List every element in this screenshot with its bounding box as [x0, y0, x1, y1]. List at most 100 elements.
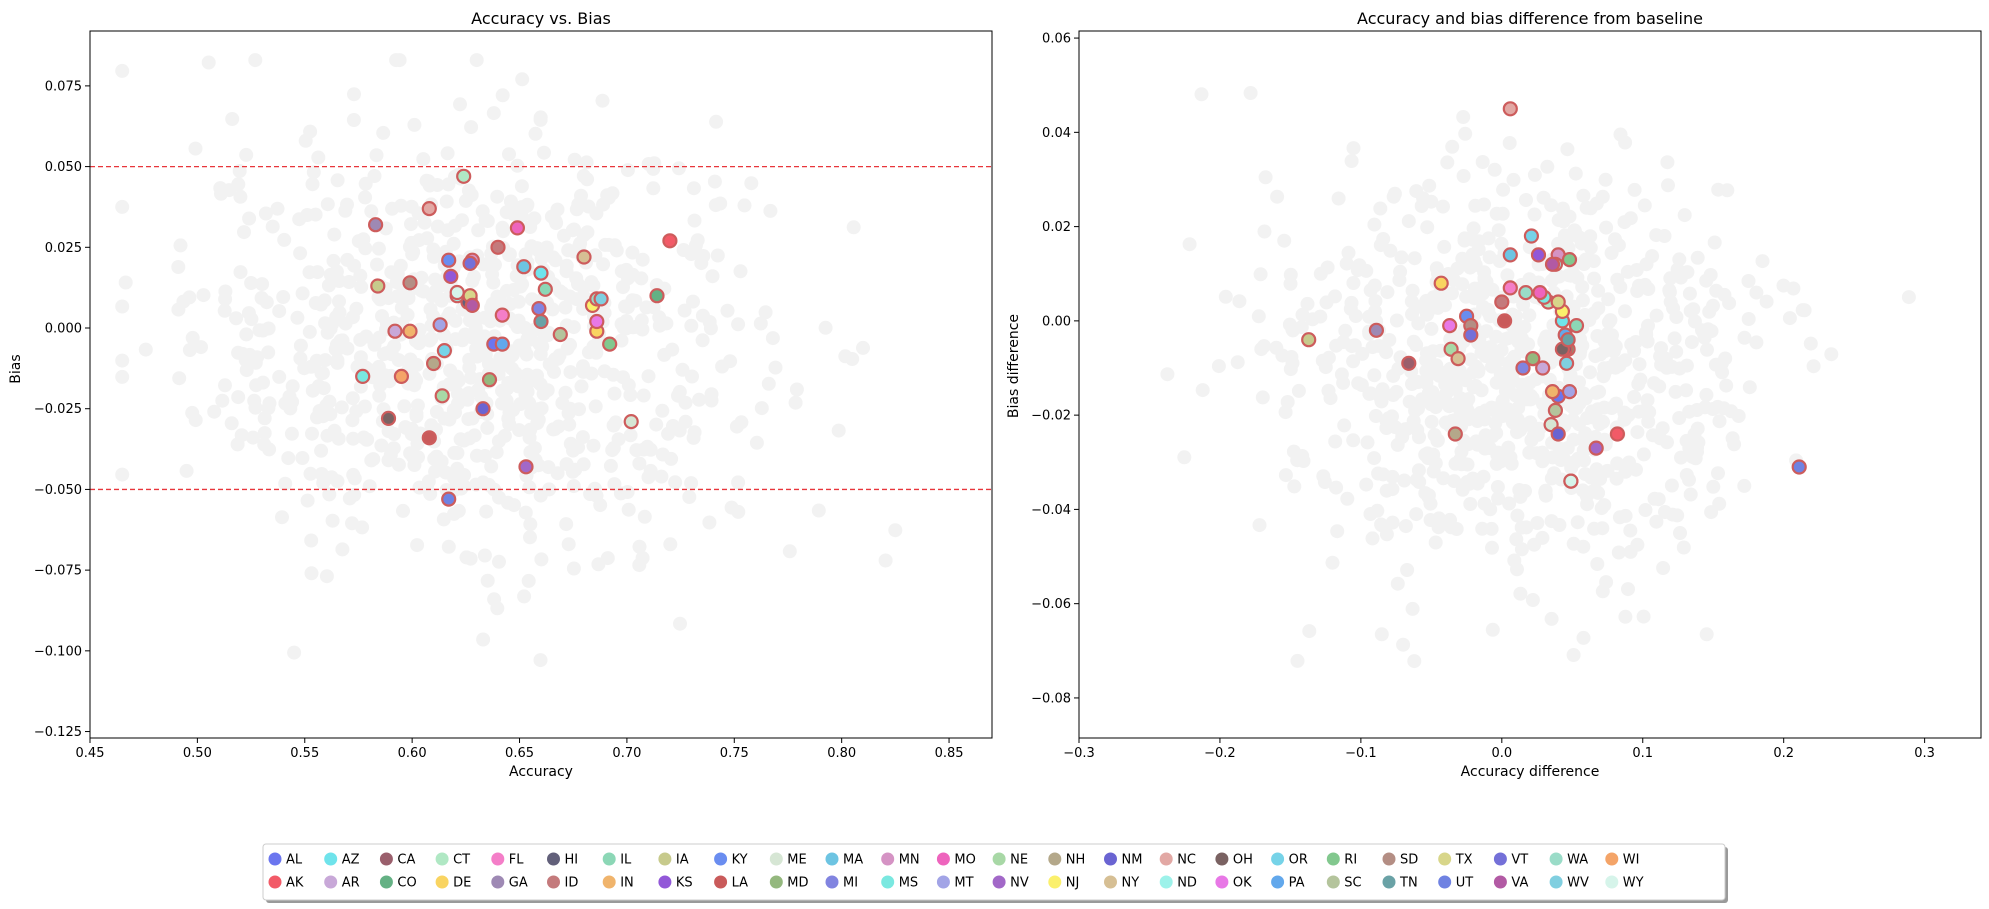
- background-point: [695, 333, 710, 348]
- background-point: [345, 310, 360, 325]
- background-point: [1283, 362, 1298, 377]
- background-point: [1636, 609, 1651, 624]
- background-point: [1232, 294, 1247, 309]
- background-point: [536, 386, 551, 401]
- background-point: [1591, 283, 1606, 298]
- background-point: [782, 544, 797, 559]
- legend-label-vt: VT: [1511, 853, 1528, 868]
- background-point: [1409, 184, 1424, 199]
- state-point-ia: [370, 278, 386, 294]
- background-point: [1328, 434, 1343, 449]
- background-point: [1287, 479, 1302, 494]
- legend-marker-or: [1271, 852, 1285, 866]
- background-point: [1409, 338, 1424, 352]
- legend-marker-mt: [936, 875, 950, 889]
- background-point: [325, 513, 340, 528]
- background-point: [629, 443, 644, 458]
- x-tick-label: 0.50: [183, 746, 212, 761]
- background-point: [705, 269, 720, 284]
- background-point: [1418, 486, 1433, 501]
- background-point: [335, 333, 350, 348]
- background-point: [1510, 508, 1525, 523]
- background-point: [522, 480, 537, 495]
- background-point: [495, 88, 510, 103]
- background-point: [888, 523, 903, 538]
- background-point: [1584, 470, 1599, 485]
- x-tick-label: 0.70: [612, 746, 641, 761]
- background-point: [1468, 198, 1483, 213]
- background-point: [1741, 312, 1756, 326]
- background-point: [173, 238, 188, 253]
- legend-label-sc: SC: [1344, 876, 1361, 891]
- background-point: [1624, 337, 1639, 352]
- background-point: [788, 395, 803, 410]
- background-point: [1669, 344, 1684, 359]
- background-point: [194, 340, 208, 355]
- background-point: [457, 433, 471, 448]
- background-point: [1654, 341, 1668, 356]
- background-point: [1660, 155, 1675, 170]
- background-point: [115, 63, 130, 78]
- background-point: [1379, 483, 1394, 498]
- background-point: [635, 252, 650, 267]
- background-point: [353, 332, 368, 347]
- background-point: [643, 442, 658, 457]
- background-point: [479, 504, 494, 519]
- background-point: [1470, 437, 1485, 452]
- legend-marker-nc: [1159, 852, 1173, 866]
- background-point: [514, 179, 529, 194]
- background-point: [548, 253, 563, 268]
- background-point: [233, 265, 248, 280]
- legend-label-ms: MS: [899, 876, 918, 891]
- background-point: [731, 504, 746, 519]
- background-point: [671, 388, 685, 403]
- state-point-vt: [1463, 327, 1479, 343]
- background-point: [493, 351, 508, 365]
- background-point: [1606, 344, 1621, 359]
- background-point: [1426, 344, 1441, 359]
- background-point: [561, 406, 576, 421]
- background-point: [1507, 349, 1522, 364]
- background-point: [1527, 167, 1542, 182]
- background-point: [447, 445, 462, 460]
- background-point: [362, 479, 377, 494]
- background-point: [523, 422, 538, 437]
- background-point: [520, 331, 535, 346]
- left-chart-panel: Accuracy vs. Bias Accuracy Bias 0.45 0.50…: [8, 9, 993, 780]
- background-point: [462, 360, 477, 375]
- background-point: [188, 141, 203, 156]
- background-point: [391, 353, 406, 368]
- legend-label-al: AL: [286, 853, 303, 868]
- background-point: [255, 323, 270, 338]
- background-point: [1590, 402, 1605, 417]
- background-point: [588, 342, 603, 357]
- background-point: [234, 428, 249, 443]
- background-point: [295, 451, 310, 465]
- state-point-nm: [475, 401, 491, 417]
- background-point: [389, 53, 404, 68]
- background-point: [1642, 405, 1657, 420]
- background-point: [463, 551, 478, 566]
- background-point: [420, 231, 435, 246]
- background-point: [1302, 624, 1317, 639]
- legend-label-ma: MA: [843, 853, 863, 868]
- state-point-nh: [1447, 426, 1463, 442]
- background-point: [1371, 466, 1386, 481]
- background-point: [1664, 478, 1679, 493]
- legend-label-nv: NV: [1010, 876, 1029, 891]
- background-point: [256, 375, 270, 390]
- legend-label-de: DE: [453, 876, 471, 891]
- background-point: [1252, 518, 1267, 533]
- background-point: [1576, 386, 1591, 401]
- background-point: [684, 318, 699, 333]
- legend-label-me: ME: [787, 853, 806, 868]
- background-point: [1269, 340, 1284, 355]
- background-point: [115, 467, 130, 482]
- background-point: [250, 350, 265, 365]
- background-point: [505, 361, 519, 376]
- background-point: [1530, 427, 1545, 442]
- background-point: [1684, 335, 1699, 350]
- background-point: [1448, 413, 1463, 428]
- background-point: [1456, 169, 1471, 183]
